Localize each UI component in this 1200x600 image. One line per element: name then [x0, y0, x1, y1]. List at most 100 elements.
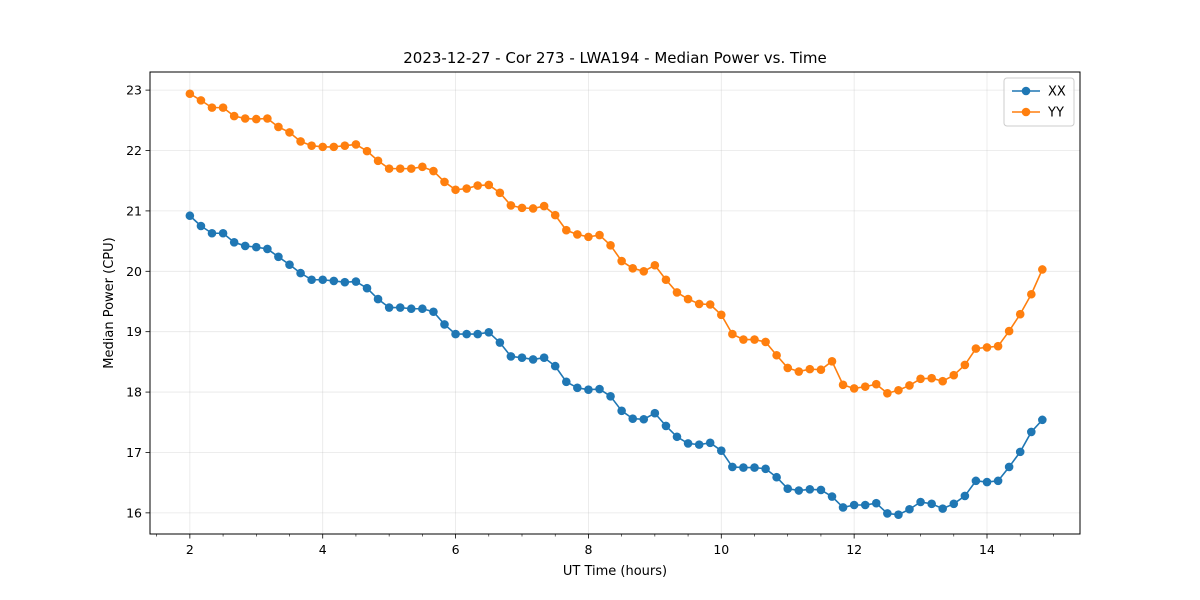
data-point-yy [1004, 326, 1014, 336]
data-point-xx [506, 352, 516, 361]
data-point-xx [728, 462, 737, 472]
data-point-yy [285, 128, 294, 137]
data-point-yy [429, 166, 438, 176]
data-point-yy [993, 341, 1003, 351]
data-point-xx [672, 432, 682, 442]
data-point-yy [739, 335, 748, 344]
data-point-xx [827, 492, 837, 501]
x-tick-label: 6 [452, 542, 460, 557]
data-point-xx [617, 406, 626, 416]
data-point-yy [849, 384, 859, 393]
data-point-yy [550, 210, 560, 220]
legend-box [1003, 77, 1075, 127]
data-point-xx [1038, 415, 1047, 425]
grid [150, 72, 1080, 534]
data-point-yy [274, 122, 283, 132]
data-point-xx [528, 355, 538, 364]
data-point-xx [517, 353, 527, 362]
y-axis-label: Median Power (CPU) [102, 237, 117, 368]
data-point-xx [860, 500, 870, 510]
data-point-xx [761, 464, 770, 474]
legend-label: XX [1048, 85, 1066, 100]
x-tick-label: 14 [979, 542, 995, 557]
data-point-yy [716, 310, 726, 320]
data-point-yy [296, 137, 305, 146]
data-point-xx [993, 476, 1003, 486]
data-point-xx [982, 477, 992, 487]
data-point-xx [661, 421, 671, 431]
data-point-xx [584, 385, 593, 394]
data-point-xx [550, 361, 560, 371]
data-point-xx [916, 497, 925, 507]
y-tick-label: 20 [126, 264, 142, 279]
data-point-yy [639, 266, 649, 276]
data-point-xx [606, 392, 615, 401]
data-point-yy [351, 140, 361, 149]
data-point-yy [263, 114, 272, 123]
data-point-xx [418, 304, 427, 314]
data-point-yy [229, 111, 239, 121]
legend-swatch-marker [1021, 107, 1031, 117]
data-point-yy [982, 343, 992, 352]
data-point-yy [473, 181, 482, 190]
data-point-xx [639, 414, 649, 424]
axis-ticks: 2 4 6 8 10 12 14 16 17 18 19 20 21 22 23 [126, 83, 1054, 557]
data-point-xx [329, 276, 339, 286]
data-point-yy [938, 376, 947, 386]
data-point-yy [916, 374, 925, 384]
data-point-xx [883, 509, 892, 518]
data-point-yy [927, 373, 936, 383]
x-tick-label: 4 [319, 542, 327, 557]
y-tick-label: 22 [126, 143, 142, 158]
y-tick-label: 21 [126, 203, 142, 218]
data-point-yy [761, 337, 770, 347]
y-tick-label: 23 [126, 83, 142, 98]
data-point-yy [185, 89, 195, 99]
data-point-yy [606, 241, 615, 250]
data-point-yy [506, 201, 516, 210]
data-point-yy [617, 256, 626, 266]
data-point-yy [949, 370, 959, 380]
data-point-yy [960, 360, 970, 370]
y-tick-label: 18 [126, 385, 142, 400]
data-point-xx [495, 338, 505, 347]
data-point-yy [728, 329, 737, 339]
data-point-xx [318, 275, 328, 285]
data-point-yy [207, 103, 217, 112]
data-point-yy [462, 184, 471, 193]
x-axis-label: UT Time (hours) [563, 564, 667, 579]
data-point-yy [196, 96, 206, 105]
data-point-xx [406, 304, 416, 314]
data-point-xx [462, 329, 471, 339]
data-point-yy [805, 364, 815, 374]
data-point-yy [406, 164, 416, 173]
data-point-xx [562, 377, 571, 387]
data-point-yy [672, 288, 682, 297]
data-point-xx [650, 408, 660, 418]
data-point-xx [384, 303, 394, 312]
data-point-xx [927, 499, 936, 509]
data-point-xx [373, 294, 383, 304]
x-tick-label: 10 [713, 542, 729, 557]
data-point-xx [838, 503, 848, 512]
data-point-yy [794, 367, 804, 376]
legend-swatch-marker [1021, 86, 1031, 96]
y-tick-label: 17 [126, 445, 142, 460]
data-point-yy [705, 300, 715, 309]
legend-label: YY [1047, 106, 1064, 121]
data-point-xx [539, 353, 549, 362]
data-point-xx [938, 504, 947, 513]
y-tick-label: 16 [126, 505, 142, 520]
data-point-xx [871, 498, 881, 508]
data-point-yy [628, 263, 638, 273]
data-point-xx [805, 485, 815, 494]
data-point-xx [794, 486, 804, 495]
data-point-yy [362, 146, 372, 156]
series-layer [185, 89, 1047, 519]
data-point-yy [595, 230, 604, 240]
data-point-xx [484, 327, 494, 337]
data-point-xx [395, 303, 405, 312]
data-point-xx [218, 228, 228, 238]
data-point-xx [451, 329, 460, 339]
data-point-xx [429, 307, 438, 317]
